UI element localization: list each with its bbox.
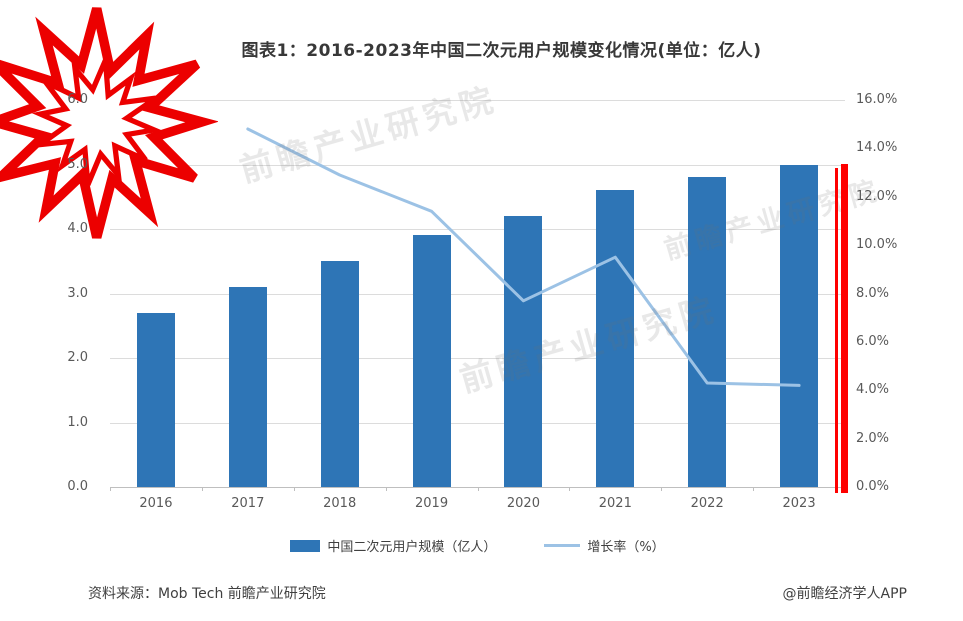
bar: [596, 190, 635, 487]
data-source-note: 资料来源：Mob Tech 前瞻产业研究院: [88, 586, 326, 602]
x-axis-label: 2016: [139, 496, 173, 511]
right-axis-tick-label: 16.0%: [856, 92, 898, 107]
x-axis-tick: [569, 487, 571, 491]
x-axis-tick: [385, 487, 387, 491]
starburst-sticker-annotation: [0, 7, 218, 239]
red-vertical-line-annotation: [841, 164, 848, 493]
gridline: [110, 229, 845, 230]
right-axis-tick-label: 14.0%: [856, 140, 898, 156]
right-axis-tick-label: 6.0%: [856, 333, 890, 349]
x-axis-label: 2022: [690, 496, 724, 511]
legend-label-line: 增长率（%）: [587, 540, 665, 555]
starburst-inner-outline: [30, 59, 164, 186]
x-axis-label: 2023: [782, 496, 816, 511]
gridline: [110, 293, 845, 295]
bar: [504, 216, 543, 487]
gridline: [110, 100, 845, 101]
gridline: [110, 358, 845, 359]
x-axis-label: 2019: [415, 496, 449, 511]
left-axis-tick-label: 3.0: [67, 285, 88, 301]
bar-series-swatch-icon: [290, 539, 321, 552]
x-axis-tick: [201, 487, 203, 491]
left-axis-tick-label: 5.0: [67, 156, 88, 172]
chart-title: 图表1：2016-2023年中国二次元用户规模变化情况(单位：亿人): [241, 41, 762, 61]
legend-item-bar: 中国二次元用户规模（亿人）: [290, 536, 496, 555]
x-axis-label: 2018: [323, 496, 357, 511]
left-axis-tick-label: 6.0: [67, 92, 88, 107]
left-axis-tick-label: 0.0: [67, 479, 88, 494]
bar: [412, 235, 451, 487]
bar: [228, 287, 267, 487]
x-axis-tick: [661, 487, 663, 491]
starburst-outline: [0, 7, 218, 239]
right-axis-tick-label: 8.0%: [856, 285, 890, 301]
x-axis-tick: [753, 487, 755, 491]
left-axis-tick-label: 1.0: [67, 414, 88, 430]
red-vertical-line-annotation: [835, 168, 838, 493]
x-axis-tick: [477, 487, 479, 491]
x-axis-label: 2017: [231, 496, 265, 511]
legend-label-bar: 中国二次元用户规模（亿人）: [327, 540, 497, 555]
legend-item-line: 增长率（%）: [544, 536, 665, 555]
right-axis-tick-label: 10.0%: [856, 237, 898, 253]
bar: [688, 177, 727, 487]
legend: 中国二次元用户规模（亿人） 增长率（%）: [110, 536, 845, 555]
right-axis-tick-label: 2.0%: [856, 430, 890, 446]
right-axis-tick-label: 4.0%: [856, 382, 890, 398]
gridline: [110, 422, 845, 424]
right-axis-tick-label: 0.0%: [856, 479, 890, 494]
right-axis-tick-label: 12.0%: [856, 188, 898, 204]
left-axis-tick-label: 2.0: [67, 350, 88, 365]
bar: [136, 312, 175, 487]
growth-line: [246, 127, 801, 387]
x-axis-tick: [110, 487, 111, 491]
x-axis-label: 2020: [506, 496, 540, 511]
bar: [780, 164, 819, 487]
x-axis-tick: [293, 487, 295, 491]
bar: [320, 261, 359, 487]
x-axis-label: 2021: [598, 496, 632, 511]
left-axis-tick-label: 4.0: [67, 221, 88, 236]
gridline: [110, 164, 845, 166]
line-series-swatch-icon: [544, 544, 581, 547]
credit-note: @前瞻经济学人APP: [782, 586, 907, 602]
